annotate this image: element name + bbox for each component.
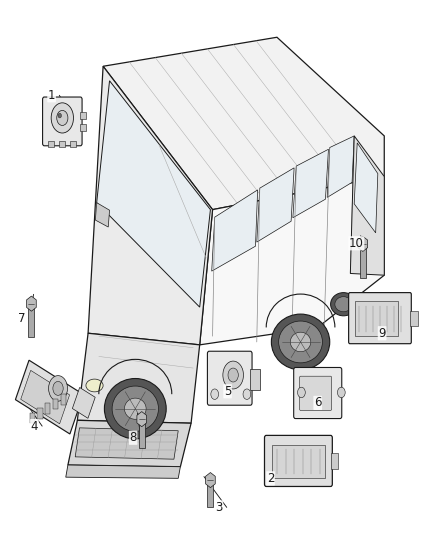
Bar bbox=[251, 369, 260, 390]
Bar bbox=[30, 413, 35, 423]
Text: 3: 3 bbox=[215, 501, 223, 514]
Bar bbox=[60, 394, 66, 405]
Circle shape bbox=[51, 103, 74, 133]
Ellipse shape bbox=[104, 378, 166, 439]
Polygon shape bbox=[78, 333, 200, 423]
FancyBboxPatch shape bbox=[42, 97, 82, 146]
Polygon shape bbox=[27, 296, 36, 311]
Bar bbox=[360, 248, 366, 278]
Circle shape bbox=[57, 110, 68, 125]
Ellipse shape bbox=[272, 314, 330, 370]
Text: 10: 10 bbox=[349, 237, 364, 250]
FancyBboxPatch shape bbox=[265, 435, 332, 487]
Polygon shape bbox=[15, 360, 84, 434]
Circle shape bbox=[337, 387, 345, 398]
Ellipse shape bbox=[331, 293, 357, 316]
Polygon shape bbox=[358, 236, 367, 252]
Polygon shape bbox=[200, 176, 384, 345]
Bar bbox=[208, 483, 213, 507]
Polygon shape bbox=[21, 370, 70, 424]
Bar bbox=[331, 453, 338, 469]
Polygon shape bbox=[95, 203, 110, 227]
FancyBboxPatch shape bbox=[300, 376, 332, 410]
Bar bbox=[48, 141, 54, 147]
Circle shape bbox=[53, 382, 63, 395]
Bar bbox=[80, 112, 85, 119]
Text: 2: 2 bbox=[267, 472, 274, 485]
Circle shape bbox=[243, 389, 251, 399]
Polygon shape bbox=[293, 149, 328, 218]
Text: 6: 6 bbox=[314, 397, 321, 409]
Polygon shape bbox=[97, 81, 210, 307]
Text: 4: 4 bbox=[31, 419, 38, 433]
Bar bbox=[59, 141, 65, 147]
Polygon shape bbox=[68, 421, 191, 467]
Polygon shape bbox=[75, 428, 178, 459]
Ellipse shape bbox=[290, 332, 311, 352]
Ellipse shape bbox=[86, 379, 103, 392]
Bar bbox=[28, 308, 35, 337]
Text: 7: 7 bbox=[18, 312, 25, 325]
Bar bbox=[45, 403, 50, 414]
Bar bbox=[80, 124, 85, 131]
Ellipse shape bbox=[112, 386, 159, 431]
Text: 8: 8 bbox=[130, 431, 137, 444]
Text: 1: 1 bbox=[48, 89, 55, 102]
Bar bbox=[37, 408, 42, 418]
FancyBboxPatch shape bbox=[294, 367, 342, 418]
Circle shape bbox=[211, 389, 219, 399]
Polygon shape bbox=[205, 473, 215, 488]
FancyBboxPatch shape bbox=[272, 445, 325, 478]
Polygon shape bbox=[103, 37, 384, 209]
Circle shape bbox=[49, 376, 67, 401]
Bar bbox=[139, 422, 145, 448]
Bar bbox=[410, 311, 418, 326]
Text: 9: 9 bbox=[378, 327, 386, 340]
Polygon shape bbox=[354, 143, 378, 233]
Ellipse shape bbox=[279, 321, 322, 363]
Polygon shape bbox=[72, 387, 95, 418]
FancyBboxPatch shape bbox=[355, 301, 399, 336]
Circle shape bbox=[223, 361, 244, 389]
Bar bbox=[53, 399, 58, 409]
Bar bbox=[70, 141, 76, 147]
Ellipse shape bbox=[124, 398, 146, 419]
Circle shape bbox=[297, 387, 305, 398]
Polygon shape bbox=[350, 136, 384, 275]
Polygon shape bbox=[327, 136, 354, 197]
FancyBboxPatch shape bbox=[349, 293, 411, 344]
Circle shape bbox=[58, 114, 61, 118]
Circle shape bbox=[228, 368, 238, 382]
Text: 5: 5 bbox=[224, 385, 231, 398]
FancyBboxPatch shape bbox=[208, 351, 252, 405]
Polygon shape bbox=[66, 465, 180, 478]
Polygon shape bbox=[257, 168, 294, 242]
Polygon shape bbox=[88, 66, 212, 345]
Polygon shape bbox=[137, 411, 147, 427]
Ellipse shape bbox=[335, 297, 352, 312]
Polygon shape bbox=[212, 190, 258, 271]
